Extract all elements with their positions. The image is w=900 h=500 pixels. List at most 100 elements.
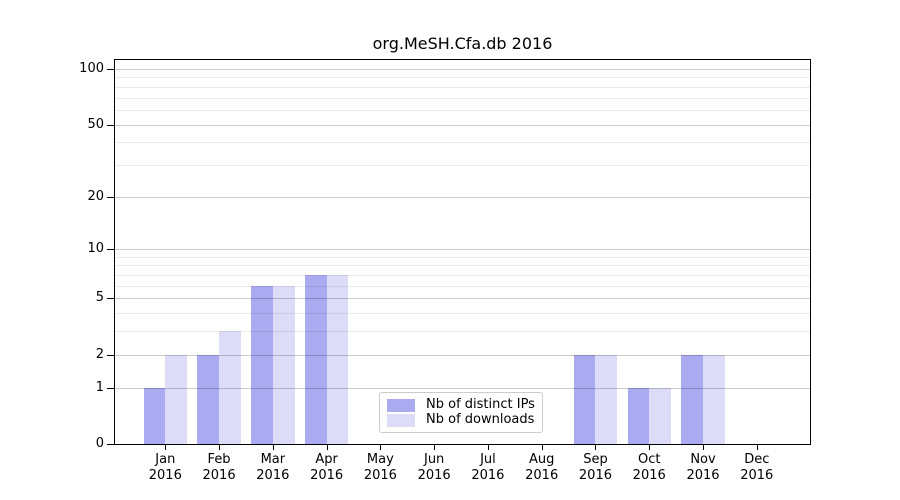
x-tick-month: Dec (744, 452, 770, 467)
minor-gridline (115, 331, 810, 333)
y-tick-label: 5 (95, 290, 104, 306)
major-gridline (115, 196, 810, 198)
minor-gridline (115, 275, 810, 277)
x-tick-month: Nov (690, 452, 716, 467)
y-tick-label: 50 (87, 116, 104, 132)
x-tick-year: 2016 (148, 467, 182, 483)
x-tick-year: 2016 (471, 467, 505, 483)
x-tick-month: Sep (583, 452, 608, 467)
bar-downloads (272, 285, 295, 444)
legend-label-downloads: Nb of downloads (426, 412, 535, 427)
legend-label-distinct-ips: Nb of distinct IPs (426, 397, 535, 412)
bar-distinct-ips (681, 354, 703, 444)
minor-gridline (115, 164, 810, 166)
minor-gridline (115, 265, 810, 267)
bar-distinct-ips (143, 387, 166, 444)
x-tick-mark (595, 445, 597, 450)
y-tick-mark (107, 124, 114, 126)
x-tick-mark (487, 445, 489, 450)
x-tick-year: 2016 (202, 467, 236, 483)
x-tick-label: Mar 2016 (233, 452, 313, 483)
x-tick-year: 2016 (310, 467, 344, 483)
x-tick-mark (165, 445, 167, 450)
grid-layer (115, 60, 810, 444)
x-tick-mark (756, 445, 758, 450)
bar-downloads (219, 331, 241, 444)
y-tick-mark (107, 69, 114, 70)
x-tick-label: Feb 2016 (179, 452, 259, 483)
x-tick-mark (434, 445, 436, 450)
legend-item-downloads: Nb of downloads (387, 413, 534, 427)
minor-gridline (115, 142, 810, 144)
major-gridline (115, 298, 810, 300)
x-tick-label: Jan 2016 (125, 452, 205, 483)
plot-area: Nb of distinct IPs Nb of downloads (114, 59, 811, 445)
x-tick-year: 2016 (740, 467, 774, 483)
x-tick-label: Oct 2016 (609, 452, 689, 483)
bar-distinct-ips (304, 275, 327, 444)
y-tick-mark (107, 196, 114, 198)
x-tick-label: Aug 2016 (502, 452, 582, 483)
x-tick-year: 2016 (686, 467, 720, 483)
x-tick-month: May (366, 452, 394, 467)
x-tick-month: Apr (315, 452, 338, 467)
x-tick-label: May 2016 (340, 452, 420, 483)
x-tick-month: Jun (423, 452, 445, 467)
x-tick-month: Aug (528, 452, 555, 467)
bar-downloads (595, 354, 618, 444)
bar-distinct-ips (251, 285, 273, 444)
major-gridline (115, 387, 810, 389)
major-gridline (115, 124, 810, 126)
x-tick-month: Feb (207, 452, 231, 467)
bar-distinct-ips (627, 387, 650, 444)
bar-distinct-ips (573, 354, 596, 444)
x-tick-mark (649, 445, 651, 450)
y-tick-mark (107, 387, 114, 389)
legend: Nb of distinct IPs Nb of downloads (379, 392, 543, 433)
legend-item-distinct-ips: Nb of distinct IPs (387, 397, 535, 412)
minor-gridline (115, 256, 810, 258)
y-tick-mark (107, 354, 114, 356)
y-tick-mark (107, 249, 114, 251)
x-tick-month: Jan (155, 452, 176, 467)
y-tick-label: 10 (87, 241, 104, 257)
x-tick-label: Jun 2016 (394, 452, 474, 483)
x-tick-mark (219, 445, 221, 450)
legend-swatch-downloads (387, 413, 415, 427)
x-tick-mark (326, 445, 328, 450)
minor-gridline (115, 97, 810, 99)
x-tick-label: Nov 2016 (663, 452, 743, 483)
bar-downloads (649, 387, 671, 444)
y-tick-mark (107, 298, 114, 300)
chart-title: org.MeSH.Cfa.db 2016 (372, 34, 553, 53)
x-tick-month: Mar (260, 452, 286, 467)
major-gridline (115, 69, 810, 70)
x-tick-year: 2016 (256, 467, 290, 483)
x-tick-month: Oct (637, 452, 661, 467)
x-tick-month: Jul (480, 452, 496, 467)
x-tick-year: 2016 (632, 467, 666, 483)
major-gridline (115, 354, 810, 356)
minor-gridline (115, 313, 810, 315)
bars-layer (115, 60, 810, 444)
y-tick-label: 1 (95, 379, 104, 395)
bar-downloads (703, 354, 725, 444)
bar-downloads (165, 354, 187, 444)
minor-gridline (115, 86, 810, 88)
x-tick-label: Apr 2016 (287, 452, 367, 483)
x-tick-mark (272, 445, 274, 450)
minor-gridline (115, 77, 810, 79)
x-tick-year: 2016 (363, 467, 397, 483)
x-tick-year: 2016 (578, 467, 612, 483)
y-tick-label: 0 (95, 436, 104, 451)
x-tick-mark (703, 445, 704, 450)
legend-swatch-distinct-ips (387, 398, 415, 412)
bar-downloads (326, 275, 349, 444)
x-tick-mark (541, 445, 543, 450)
x-tick-mark (380, 445, 382, 450)
minor-gridline (115, 109, 810, 111)
major-gridline (115, 249, 810, 251)
x-tick-label: Sep 2016 (555, 452, 635, 483)
y-tick-mark (107, 444, 114, 445)
